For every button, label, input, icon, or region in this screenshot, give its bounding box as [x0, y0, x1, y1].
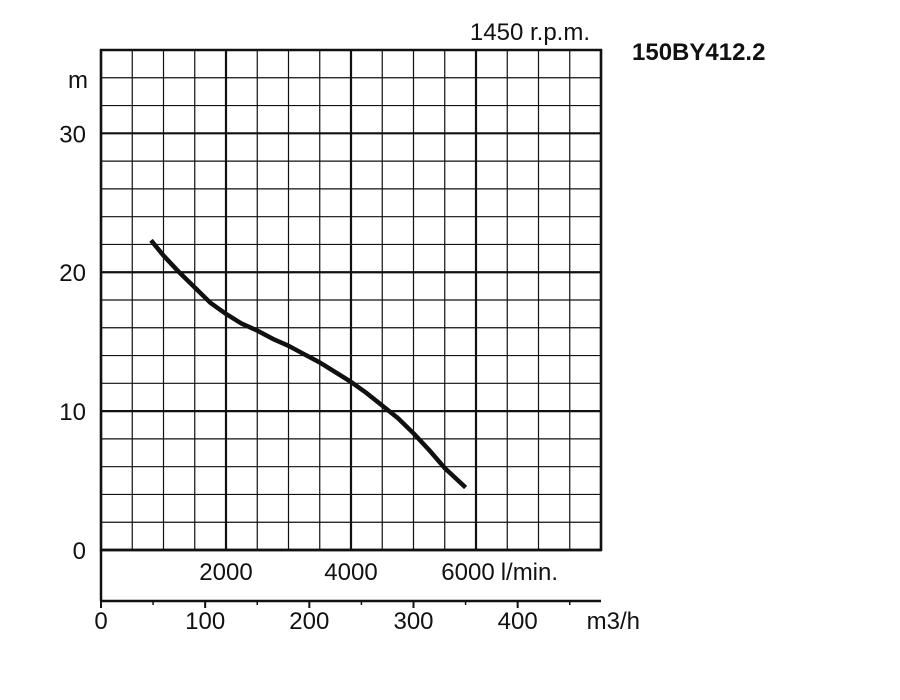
m3h-tick-label: 0 [94, 608, 107, 635]
head-flow-curve [149, 238, 468, 490]
chart-grid [99, 48, 603, 552]
x-unit-top-label: l/min. [501, 559, 558, 586]
curve-layer [149, 238, 468, 490]
speed-label: 1450 r.p.m. [470, 19, 590, 46]
chart-axes [99, 543, 601, 608]
y-tick-label: 20 [59, 260, 86, 287]
m3h-tick-label: 200 [289, 608, 329, 635]
y-tick-label: 0 [73, 538, 86, 565]
l-min-tick-label: 2000 [199, 559, 252, 586]
y-unit-label: m [68, 67, 88, 94]
y-tick-label: 30 [59, 121, 86, 148]
x-unit-bottom-label: m3/h [587, 608, 640, 635]
chart-labels: 1450 r.p.m. 150BY412.2 m l/min. m3/h 0 10… [59, 19, 765, 635]
m3h-tick-label: 300 [393, 608, 433, 635]
m3h-tick-label: 400 [498, 608, 538, 635]
l-min-tick-label: 4000 [324, 559, 377, 586]
y-tick-label: 10 [59, 399, 86, 426]
model-label: 150BY412.2 [632, 39, 765, 66]
m3h-tick-label: 100 [185, 608, 225, 635]
l-min-tick-label: 6000 [441, 559, 494, 586]
